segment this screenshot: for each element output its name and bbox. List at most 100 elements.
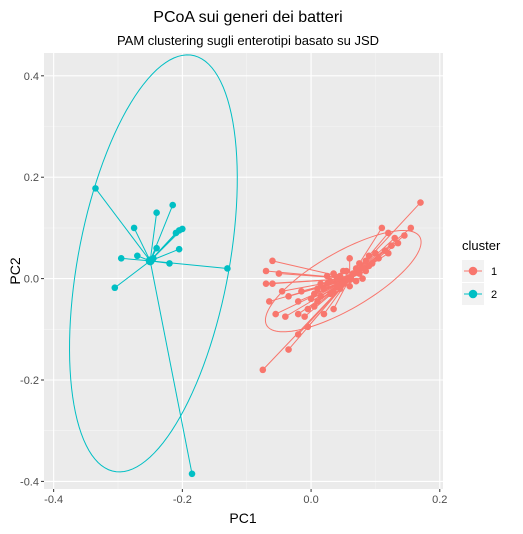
x-tick-label: -0.4 [44,494,63,506]
x-tick-label: 0.2 [432,494,447,506]
cluster-1-point [388,242,395,249]
cluster-1-point [375,255,382,262]
plot-panel [44,53,443,489]
chart-title: PCoA sui generi dei batteri [153,9,342,26]
cluster-2-point [175,245,183,253]
cluster-2-point [117,255,125,262]
cluster-1-point [365,252,373,260]
cluster-2-point [111,284,119,292]
cluster-1-point [285,346,292,353]
cluster-1-point [346,255,353,262]
cluster-1-point [323,272,331,280]
cluster-2-point [179,225,186,233]
cluster-1-point [317,293,325,300]
x-tick-label: 0.0 [303,494,318,506]
cluster-1-point [378,224,386,232]
cluster-1-point [301,313,308,320]
y-axis: -0.4 -0.2 0.0 0.2 0.4 [20,71,44,488]
data-points [92,185,424,478]
cluster-1-point [310,303,318,310]
cluster-2-point [153,209,160,216]
cluster-1-point [310,290,318,298]
cluster-1-point [294,298,302,305]
cluster-1-point [391,234,399,242]
legend-label-2: 2 [491,289,497,301]
cluster-1-point [269,257,276,265]
cluster-centroids [145,256,355,284]
cluster-1-point [372,249,379,257]
cluster-2-point [130,224,138,232]
cluster-1-point [356,270,363,277]
legend-title: cluster [462,238,501,253]
cluster-1-point [417,199,424,206]
x-tick-label: -0.2 [173,494,192,506]
cluster-1-ellipse [264,229,422,333]
x-axis: -0.4 -0.2 0.0 0.2 [44,489,447,506]
cluster-1-point [333,282,341,290]
cluster-2-point [166,260,173,267]
cluster-1-point [282,313,289,320]
cluster-1-point [269,280,276,287]
cluster-1-point [275,270,283,277]
legend: cluster 1 2 [462,238,501,305]
cluster-2-segment [133,227,151,262]
cluster-1-segment [269,278,350,302]
cluster-2-segment [149,204,174,262]
cluster-1-point [285,293,292,300]
cluster-1-point [359,275,366,282]
cluster-1-point [314,285,321,293]
cluster-1-point [262,267,270,275]
y-axis-title: PC2 [7,257,23,284]
cluster-1-point [346,282,353,290]
y-tick-label: -0.2 [20,375,39,387]
cluster-1-point [294,331,302,338]
cluster-1-point [314,298,321,305]
cluster-1-point [304,305,312,313]
cluster-2-point [153,244,160,252]
cluster-1-point [327,290,334,298]
chart-subtitle: PAM clustering sugli enterotipi basato s… [117,33,379,48]
cluster-1-point [265,298,273,305]
cluster-1-point [304,323,312,331]
cluster-2-segment [114,260,151,289]
cluster-1-point [339,280,347,287]
cluster-1-point [320,285,328,293]
cluster-1-point [352,277,360,285]
cluster-2-segment [150,260,228,269]
cluster-1-point [407,224,415,232]
cluster-2-centroid [145,256,155,266]
minor-gridlines [44,53,443,489]
cluster-1-point [359,265,366,272]
legend-key-2-marker [468,289,478,299]
cluster-ellipses [69,54,422,473]
cluster-1-point [401,232,408,239]
cluster-1-point [320,310,328,318]
cluster-1-point [339,267,347,275]
cluster-1-point [381,247,389,255]
major-gridlines [44,53,443,489]
cluster-1-point [317,280,325,287]
cluster-2-segment [121,257,151,262]
cluster-1-centroid [345,274,355,284]
legend-key-1-marker [468,266,478,276]
cluster-2-segment [149,260,193,474]
cluster-1-point [352,265,360,272]
cluster-2-point [134,252,141,260]
cluster-2-point [224,265,231,272]
cluster-1-point [278,287,286,295]
cluster-1-point [272,310,279,318]
y-tick-label: -0.4 [20,476,39,488]
cluster-1-point [384,229,392,237]
cluster-1-point [294,310,302,318]
cluster-1-point [365,262,373,270]
y-tick-label: 0.4 [24,71,39,83]
cluster-2-point [169,201,177,209]
legend-label-1: 1 [491,266,497,278]
cluster-2-point [188,470,196,478]
x-axis-title: PC1 [229,510,256,526]
cluster-1-point [262,280,270,287]
cluster-1-point [356,260,363,267]
cluster-1-point [330,270,337,277]
cluster-2-segment [95,188,151,262]
